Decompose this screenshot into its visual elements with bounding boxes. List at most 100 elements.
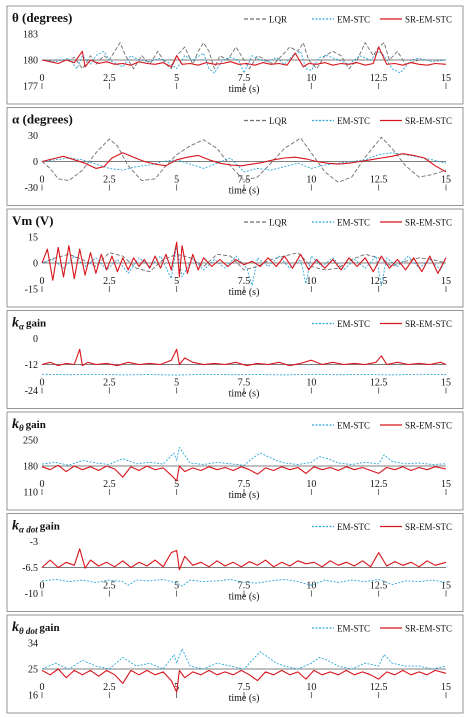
y-tick-label: 180 [23, 462, 38, 473]
x-tick-label: 7.5 [238, 175, 251, 186]
legend-label: EM-STC [337, 522, 370, 532]
legend-label: SR-EM-STC [405, 624, 452, 634]
x-tick-label: 10 [306, 479, 316, 490]
y-tick-label: -24 [25, 386, 38, 397]
y-tick-label: 34 [28, 639, 38, 650]
legend-entry-sr-em-stc: SR-EM-STC [380, 116, 452, 126]
x-tick-label: 12.5 [370, 73, 388, 84]
panel-frame [6, 411, 464, 511]
x-tick-label: 10 [306, 276, 316, 287]
y-tick-label: 183 [23, 30, 38, 41]
x-axis-label: time (s) [229, 490, 260, 501]
x-tick-label: 5 [174, 581, 179, 592]
x-tick-label: 2.5 [103, 682, 116, 693]
legend-label: EM-STC [337, 421, 370, 431]
y-tick-label: 0 [33, 259, 38, 270]
x-tick-label: 2.5 [103, 73, 116, 84]
panel-frame [6, 5, 464, 105]
x-tick-label: 15 [441, 73, 451, 84]
x-tick-label: 7.5 [238, 73, 251, 84]
x-tick-label: 7.5 [238, 276, 251, 287]
x-tick-label: 5 [174, 175, 179, 186]
legend-entry-em-stc: EM-STC [312, 319, 370, 329]
series-line-sr-em-stc [41, 46, 447, 68]
chart-title: Vm (V) [12, 213, 54, 228]
x-tick-label: 7.5 [238, 682, 251, 693]
y-tick-label: -15 [25, 285, 38, 296]
legend-entry-sr-em-stc: SR-EM-STC [380, 218, 452, 228]
chart-panel-1: θ (degrees) LQR EM-STC SR-EM-STC 177 180 183 0 2… [6, 5, 464, 105]
legend-label: EM-STC [337, 218, 370, 228]
series-line-sr-em-stc [41, 548, 447, 571]
chart-title: θ (degrees) [12, 10, 72, 25]
legend-label: SR-EM-STC [405, 522, 452, 532]
x-tick-label: 5 [174, 73, 179, 84]
x-tick-label: 5 [174, 479, 179, 490]
chart-panel-7: kθ dot gain EM-STC SR-EM-STC 16 25 34 0 2.5 5 7.5 1… [6, 614, 464, 714]
x-tick-label: 0 [40, 479, 45, 490]
chart-title: kθ dot gain [12, 620, 60, 636]
chart-title: α (degrees) [12, 112, 73, 127]
x-tick-label: 10 [306, 682, 316, 693]
x-axis-label: time (s) [229, 592, 260, 603]
y-tick-label: 0 [33, 334, 38, 345]
x-tick-label: 5 [174, 276, 179, 287]
legend-label: EM-STC [337, 116, 370, 126]
x-tick-label: 12.5 [370, 479, 388, 490]
legend-entry-sr-em-stc: SR-EM-STC [380, 15, 452, 25]
x-tick-label: 12.5 [370, 378, 388, 389]
x-tick-label: 15 [441, 276, 451, 287]
y-tick-label: 25 [28, 665, 38, 676]
x-tick-label: 2.5 [103, 378, 116, 389]
series-line-em-stc [41, 446, 447, 466]
y-tick-label: -10 [25, 589, 38, 600]
legend-label: LQR [269, 116, 287, 126]
series-line-lqr [41, 136, 447, 183]
x-axis-label: time (s) [229, 287, 260, 298]
x-tick-label: 10 [306, 175, 316, 186]
x-tick-label: 7.5 [238, 378, 251, 389]
legend-label: EM-STC [337, 319, 370, 329]
legend-entry-sr-em-stc: SR-EM-STC [380, 624, 452, 634]
x-tick-label: 2.5 [103, 175, 116, 186]
legend-entry-em-stc: EM-STC [312, 15, 370, 25]
x-tick-label: 15 [441, 479, 451, 490]
x-tick-label: 15 [441, 175, 451, 186]
x-tick-label: 12.5 [370, 175, 388, 186]
x-tick-label: 0 [40, 378, 45, 389]
series-line-sr-em-stc [41, 152, 447, 173]
y-tick-label: 15 [28, 233, 38, 244]
chart-title: kθ gain [12, 417, 46, 433]
series-line-em-stc [41, 373, 447, 376]
legend-label: LQR [269, 218, 287, 228]
x-axis-label: time (s) [229, 186, 260, 197]
x-tick-label: 10 [306, 73, 316, 84]
series-line-sr-em-stc [41, 668, 447, 693]
x-tick-label: 7.5 [238, 479, 251, 490]
y-tick-label: -30 [25, 183, 38, 194]
legend-entry-sr-em-stc: SR-EM-STC [380, 319, 452, 329]
legend-entry-sr-em-stc: SR-EM-STC [380, 522, 452, 532]
x-tick-label: 0 [40, 682, 45, 693]
x-axis-label: time (s) [229, 84, 260, 95]
x-tick-label: 10 [306, 581, 316, 592]
series-line-sr-em-stc [41, 241, 447, 281]
x-axis-label: time (s) [229, 389, 260, 400]
y-tick-label: 110 [23, 488, 38, 499]
series-line-sr-em-stc [41, 464, 447, 482]
legend-entry-em-stc: EM-STC [312, 116, 370, 126]
panel-frame [6, 310, 464, 409]
legend-label: SR-EM-STC [405, 15, 452, 25]
series-line-em-stc [41, 648, 447, 670]
panel-frame [6, 208, 464, 308]
x-tick-label: 12.5 [370, 581, 388, 592]
x-tick-label: 15 [441, 581, 451, 592]
series-line-lqr [41, 252, 447, 273]
legend-entry-sr-em-stc: SR-EM-STC [380, 421, 452, 431]
x-tick-label: 2.5 [103, 479, 116, 490]
x-tick-label: 2.5 [103, 581, 116, 592]
